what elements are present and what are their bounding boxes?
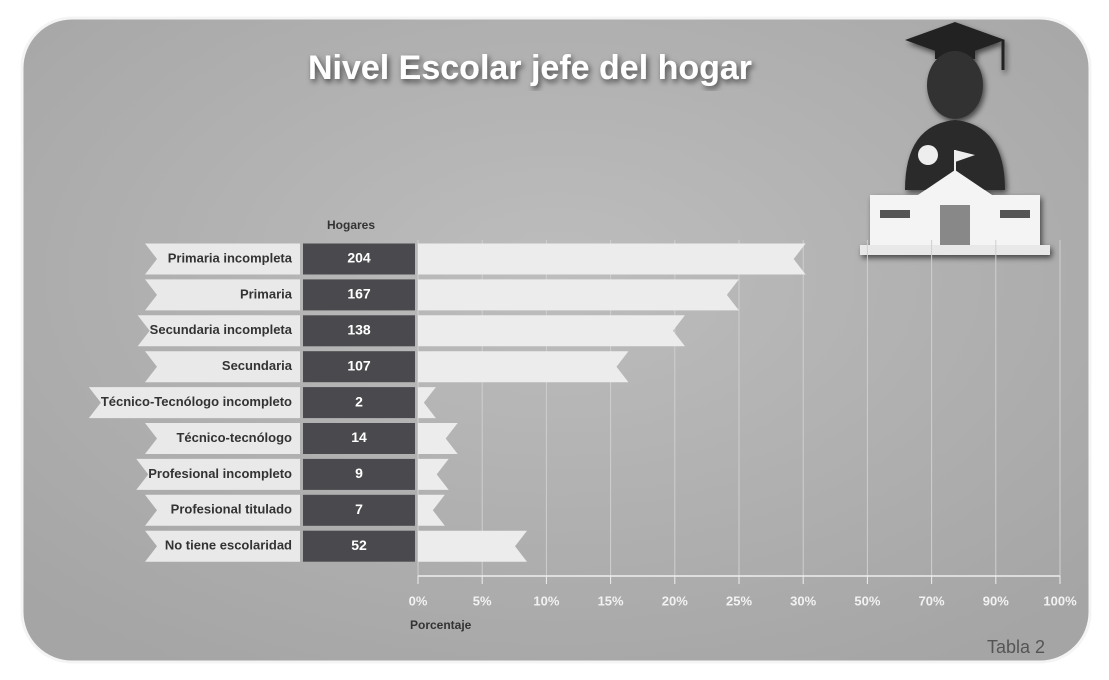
count-cell	[303, 279, 415, 311]
x-tick-label: 0%	[409, 593, 428, 608]
count-cell	[303, 351, 415, 383]
category-label: Primaria incompleta	[168, 250, 293, 265]
x-tick-label: 25%	[726, 593, 752, 608]
category-label: No tiene escolaridad	[165, 538, 292, 553]
category-label: Profesional incompleto	[148, 466, 292, 481]
count-cell	[303, 387, 415, 419]
count-label: 7	[355, 501, 363, 517]
count-label: 9	[355, 465, 363, 481]
category-ribbon	[145, 243, 300, 275]
count-label: 52	[351, 537, 367, 553]
count-label: 204	[347, 250, 371, 266]
count-cell	[303, 530, 415, 562]
count-label: 167	[347, 286, 371, 302]
category-label: Primaria	[240, 286, 293, 301]
category-label: Profesional titulado	[171, 502, 292, 517]
category-ribbon	[145, 351, 300, 383]
category-ribbon	[145, 494, 300, 526]
x-tick-label: 10%	[533, 593, 559, 608]
category-ribbon	[137, 315, 300, 347]
table-note: Tabla 2	[987, 637, 1045, 657]
count-cell	[303, 243, 415, 275]
x-tick-label: 5%	[473, 593, 492, 608]
count-label: 107	[347, 357, 371, 373]
x-tick-label: 50%	[854, 593, 880, 608]
count-label: 14	[351, 429, 367, 445]
count-cell	[303, 494, 415, 526]
x-tick-label: 90%	[983, 593, 1009, 608]
bar	[418, 423, 458, 454]
category-ribbon	[145, 279, 300, 311]
bar	[418, 243, 806, 275]
bar	[418, 279, 739, 311]
category-ribbon	[145, 423, 300, 454]
category-ribbon	[88, 387, 300, 419]
x-tick-label: 100%	[1043, 593, 1077, 608]
count-label: 138	[347, 322, 371, 338]
bar	[418, 351, 629, 383]
x-tick-label: 20%	[662, 593, 688, 608]
x-tick-label: 15%	[598, 593, 624, 608]
x-axis-label: Porcentaje	[410, 618, 472, 632]
x-tick-label: 30%	[790, 593, 816, 608]
x-tick-label: 70%	[919, 593, 945, 608]
bar	[418, 494, 445, 526]
category-label: Secundaria incompleta	[150, 322, 293, 337]
category-label: Secundaria	[222, 358, 293, 373]
category-label: Técnico-tecnólogo	[176, 430, 292, 445]
graduate-icon	[860, 22, 1050, 255]
count-label: 2	[355, 393, 363, 409]
count-cell	[303, 458, 415, 490]
count-cell	[303, 315, 415, 347]
category-label: Técnico-Tecnólogo incompleto	[101, 394, 292, 409]
bar	[418, 315, 685, 347]
bar	[418, 387, 436, 419]
chart-title: Nivel Escolar jefe del hogar	[308, 49, 752, 87]
bar	[418, 458, 449, 490]
category-ribbon	[145, 530, 300, 562]
count-header: Hogares	[327, 218, 375, 232]
bar	[418, 530, 528, 562]
category-ribbon	[136, 458, 300, 490]
count-cell	[303, 423, 415, 454]
